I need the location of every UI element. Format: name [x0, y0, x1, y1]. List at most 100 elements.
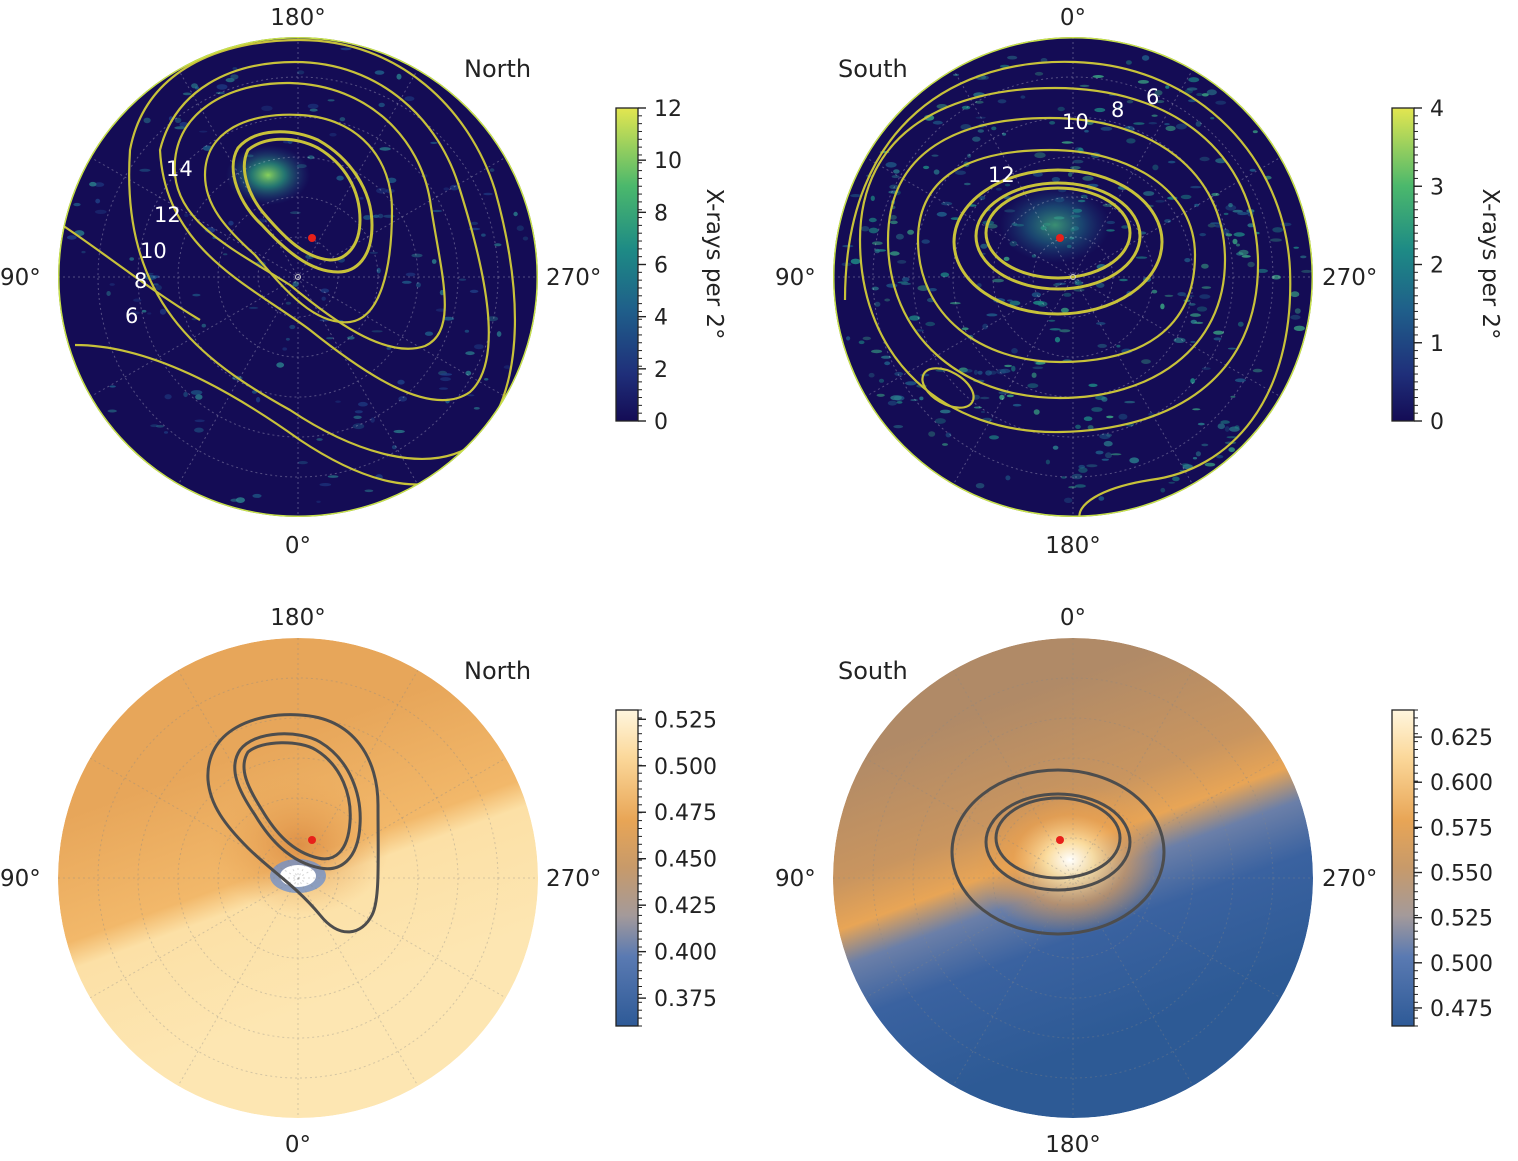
speckle [1045, 459, 1050, 465]
speckle [1237, 321, 1244, 327]
speckle [1078, 467, 1088, 473]
speckle [1126, 100, 1134, 104]
speckle [358, 401, 368, 407]
speckle [377, 213, 384, 219]
speckle [1096, 282, 1105, 288]
speckle [1034, 71, 1044, 76]
speckle [190, 390, 203, 395]
speckle [1032, 171, 1043, 177]
speckle [320, 288, 330, 293]
speckle [329, 132, 337, 137]
speckle [949, 302, 961, 305]
speckle [327, 475, 339, 478]
speckle [1135, 256, 1148, 259]
speckle [316, 438, 323, 441]
speckle [1098, 496, 1105, 501]
speckle [1061, 141, 1073, 144]
speckle [174, 117, 182, 124]
speckle [192, 293, 201, 297]
speckle [440, 373, 453, 376]
speckle [1141, 55, 1150, 61]
speckle [1192, 457, 1198, 460]
panel-north-xray: 14 12 10 8 6 180° 0° 90° 270° North [0, 5, 601, 559]
speckle [939, 409, 951, 414]
colorbar-tick-label: 0.525 [1430, 907, 1493, 932]
speckle [1072, 159, 1084, 164]
speckle [1074, 484, 1086, 488]
contour-label: 6 [125, 304, 138, 328]
speckle [141, 309, 147, 313]
speckle [458, 278, 467, 281]
colorbar-north-xray: 0 2 4 6 8 10 12 X-rays per 2° [615, 97, 727, 435]
speckle [1071, 473, 1083, 480]
colorbar-tick-label: 4 [654, 306, 668, 331]
angle-label-right: 270° [546, 866, 601, 892]
speckle [1188, 303, 1196, 306]
speckle [182, 92, 192, 96]
angle-label-bottom: 180° [1045, 1132, 1100, 1158]
speckle [107, 409, 117, 413]
speckle [296, 70, 305, 75]
speckle [430, 141, 438, 144]
speckle [1196, 306, 1208, 312]
speckle [1007, 55, 1018, 60]
speckle [961, 327, 969, 331]
speckle [986, 313, 998, 317]
speckle [109, 385, 116, 388]
speckle [928, 431, 936, 437]
colorbar-tick-label: 2 [1430, 254, 1444, 279]
speckle [1182, 464, 1194, 470]
speckle [106, 291, 111, 296]
speckle [223, 253, 228, 256]
speckle [370, 417, 375, 423]
speckle [1116, 344, 1121, 348]
speckle [1207, 223, 1216, 228]
speckle [431, 259, 437, 264]
colorbar-label: X-rays per 2° [1477, 188, 1503, 339]
speckle [1060, 307, 1069, 313]
speckle [191, 83, 198, 89]
speckle [1226, 436, 1238, 439]
speckle [988, 370, 997, 375]
speckle [955, 170, 966, 175]
colorbar-gradient [615, 107, 639, 422]
speckle [967, 153, 972, 158]
speckle [225, 78, 235, 83]
panel-south-map: 0° 180° 90° 270° South [775, 605, 1377, 1158]
speckle [934, 418, 946, 424]
speckle [153, 283, 159, 286]
speckle [1234, 378, 1246, 383]
speckle [1229, 426, 1240, 432]
speckle [1164, 219, 1172, 223]
speckle [874, 301, 881, 307]
speckle [871, 349, 883, 354]
colorbar-ticks: 0 2 4 6 8 10 12 [638, 97, 682, 435]
contour-label: 6 [1146, 85, 1159, 109]
speckle [1234, 425, 1240, 429]
speckle [1049, 121, 1056, 125]
speckle [1097, 343, 1107, 348]
colorbar-tick-label: 3 [1430, 175, 1444, 200]
speckle [261, 105, 273, 112]
speckle [980, 243, 988, 249]
speckle [896, 401, 903, 404]
speckle [1165, 125, 1176, 132]
speckle [1137, 80, 1149, 84]
speckle [936, 211, 947, 217]
speckle [871, 241, 883, 245]
speckle [862, 336, 871, 341]
colorbar-tick-label: 0.550 [1430, 862, 1493, 887]
colorbar-tick-label: 0 [1430, 410, 1444, 435]
speckle [1032, 366, 1044, 370]
speckle [1271, 274, 1282, 280]
speckle [215, 91, 225, 95]
colorbar-tick-label: 0.575 [1430, 816, 1493, 841]
colorbar-ticks: 0.475 0.500 0.525 0.550 0.575 0.600 0.625 [1414, 709, 1493, 1027]
speckle [1194, 203, 1199, 207]
speckle [1199, 233, 1206, 237]
speckle [159, 308, 167, 315]
speckle [890, 220, 898, 225]
speckle [981, 75, 989, 80]
colorbar-tick-label: 0.375 [654, 987, 717, 1012]
speckle [886, 283, 898, 288]
